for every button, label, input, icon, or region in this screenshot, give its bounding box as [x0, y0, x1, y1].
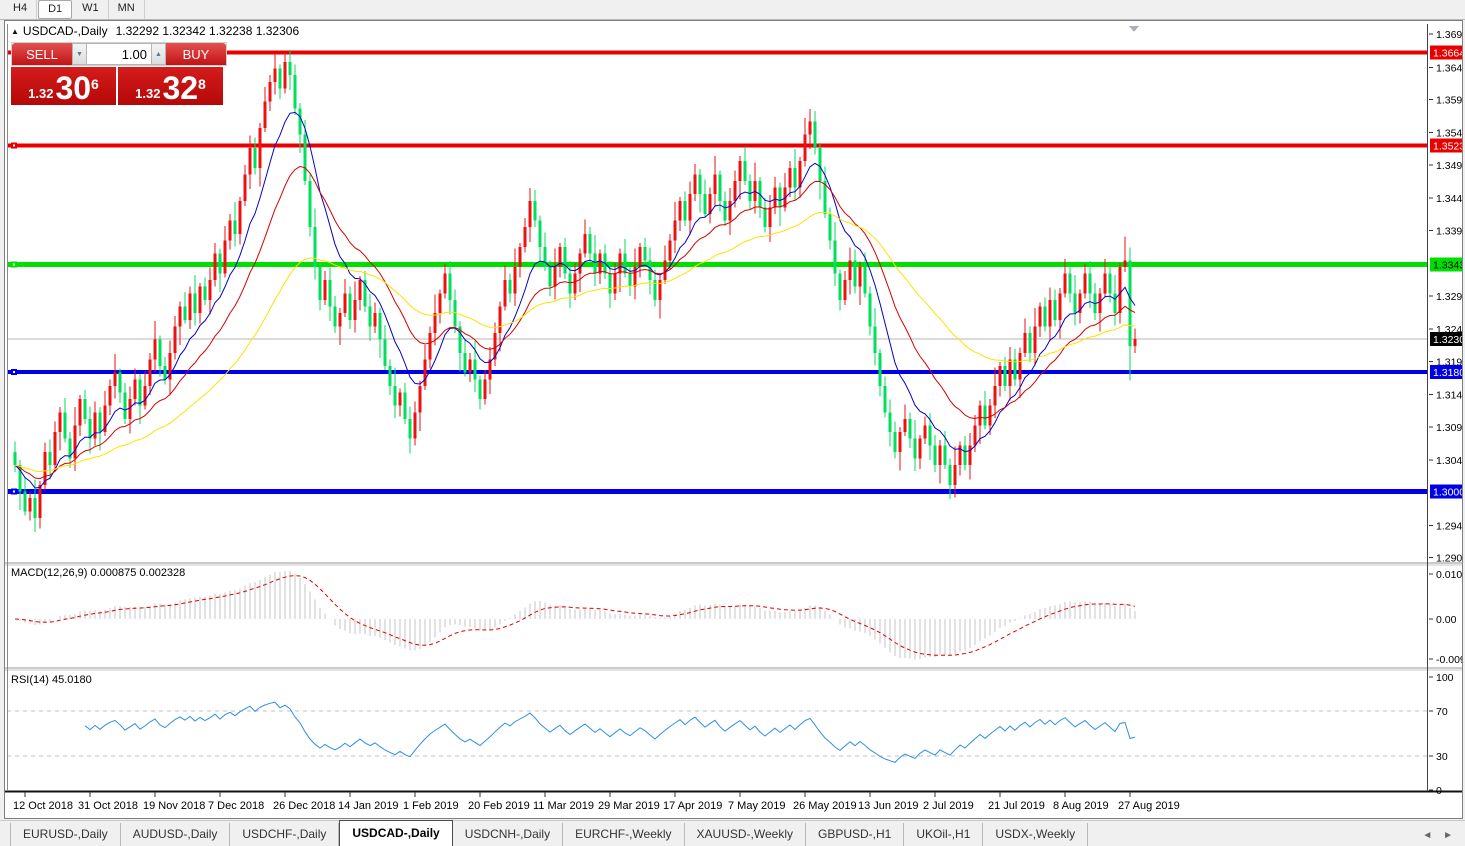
chart-symbol-period: USDCAD-,Daily — [22, 24, 108, 38]
buy-price-prefix: 1.32 — [135, 86, 161, 101]
pane-dividers — [5, 24, 1462, 793]
buy-price-pip: 8 — [198, 76, 206, 92]
timeframe-toolbar: H4 D1 W1 MN — [0, 0, 1465, 20]
tab-eurusd-daily[interactable]: EURUSD-,Daily — [10, 823, 121, 846]
volume-decrease-button[interactable]: ▼ — [72, 43, 87, 65]
one-click-trading-panel: SELL ▼ ▲ BUY 1.32 30 6 1.32 32 8 — [11, 42, 227, 105]
chart-window: 1.36920 1.36420 1.35930 1.35430 1.34940 1.344… — [4, 20, 1463, 819]
svg-text:0.00: 0.00 — [1436, 614, 1457, 626]
svg-text:11 Mar 2019: 11 Mar 2019 — [533, 800, 594, 812]
svg-text:27 Aug 2019: 27 Aug 2019 — [1118, 800, 1180, 812]
svg-text:0: 0 — [1436, 785, 1442, 797]
chart-ohlc-values: 1.32292 1.32342 1.32238 1.32306 — [115, 24, 300, 38]
svg-text:30: 30 — [1436, 751, 1448, 763]
svg-text:26 Dec 2018: 26 Dec 2018 — [273, 800, 335, 812]
svg-text:1.29000: 1.29000 — [1436, 553, 1462, 565]
tab-ukoil-h1[interactable]: UKOil-,H1 — [904, 823, 984, 846]
svg-text:1.33439: 1.33439 — [1433, 259, 1462, 271]
tab-scroll-left-icon[interactable]: ◄ — [1422, 830, 1437, 841]
svg-text:1 Feb 2019: 1 Feb 2019 — [403, 800, 459, 812]
timeframe-button-d1[interactable]: D1 — [38, 0, 73, 19]
svg-text:17 Apr 2019: 17 Apr 2019 — [663, 800, 722, 812]
rsi-level-lines — [7, 710, 1427, 757]
svg-text:-0.009203: -0.009203 — [1436, 654, 1462, 666]
svg-text:20 Feb 2019: 20 Feb 2019 — [468, 800, 530, 812]
tab-usdchf-daily[interactable]: USDCHF-,Daily — [230, 823, 340, 846]
svg-text:1.34440: 1.34440 — [1436, 193, 1462, 205]
macd-signal-line — [14, 575, 1136, 656]
rsi-label: RSI(14) 45.0180 — [11, 674, 92, 686]
tab-scroll-right-icon[interactable]: ► — [1443, 830, 1457, 841]
svg-text:1.30480: 1.30480 — [1436, 455, 1462, 467]
buy-price-big: 32 — [162, 70, 199, 106]
svg-text:0.010311: 0.010311 — [1436, 569, 1462, 581]
svg-text:1.35430: 1.35430 — [1436, 128, 1462, 140]
timeframe-button-h4[interactable]: H4 — [4, 0, 38, 19]
tab-gbpusd-h1[interactable]: GBPUSD-,H1 — [806, 823, 905, 846]
svg-text:1.31470: 1.31470 — [1436, 389, 1462, 401]
svg-text:70: 70 — [1436, 706, 1448, 718]
chart-shift-marker-icon — [1129, 26, 1139, 32]
buy-button[interactable]: BUY — [166, 43, 226, 65]
macd-histogram — [19, 570, 1136, 660]
tab-usdcad-daily[interactable]: USDCAD-,Daily — [339, 820, 453, 846]
candles — [13, 49, 1137, 532]
volume-increase-button[interactable]: ▲ — [151, 43, 166, 65]
chart-tab-bar: EURUSD-,Daily AUDUSD-,Daily USDCHF-,Daily U… — [0, 820, 1465, 846]
svg-text:1.32306: 1.32306 — [1433, 334, 1462, 346]
svg-text:7 Dec 2018: 7 Dec 2018 — [208, 800, 264, 812]
indicator-axes: 0.010311 0.00 -0.009203 100 70 30 0 — [1429, 569, 1462, 797]
horizontal-level-lines — [7, 49, 1427, 495]
tab-usdx-weekly[interactable]: USDX-,Weekly — [983, 823, 1089, 846]
chart-title: ▲ USDCAD-,Daily 1.32292 1.32342 1.32238 1.… — [11, 24, 299, 38]
svg-text:1.35237: 1.35237 — [1433, 140, 1462, 152]
svg-text:26 May 2019: 26 May 2019 — [793, 800, 857, 812]
svg-text:100: 100 — [1436, 672, 1454, 684]
svg-text:7 May 2019: 7 May 2019 — [728, 800, 785, 812]
svg-text:29 Mar 2019: 29 Mar 2019 — [598, 800, 660, 812]
sell-button[interactable]: SELL — [12, 43, 72, 65]
svg-text:13 Jun 2019: 13 Jun 2019 — [858, 800, 919, 812]
svg-text:2 Jul 2019: 2 Jul 2019 — [923, 800, 974, 812]
date-axis: 12 Oct 2018 31 Oct 2018 19 Nov 2018 7 Dec 2… — [13, 792, 1180, 812]
collapse-icon[interactable]: ▲ — [11, 27, 19, 36]
sell-price-big: 30 — [55, 70, 92, 106]
timeframe-button-w1[interactable]: W1 — [73, 0, 109, 19]
svg-text:1.31806: 1.31806 — [1433, 367, 1462, 379]
svg-text:1.36420: 1.36420 — [1436, 62, 1462, 74]
timeframe-button-mn[interactable]: MN — [109, 0, 145, 19]
svg-text:1.36645: 1.36645 — [1433, 47, 1462, 59]
chart-canvas[interactable]: 1.36920 1.36420 1.35930 1.35430 1.34940 1.344… — [5, 21, 1462, 818]
ma-lines — [14, 111, 1136, 489]
sell-price-prefix: 1.32 — [28, 86, 54, 101]
sell-price-box[interactable]: 1.32 30 6 — [11, 67, 116, 105]
svg-text:1.30980: 1.30980 — [1436, 422, 1462, 434]
tab-xauusd-weekly[interactable]: XAUUSD-,Weekly — [685, 823, 806, 846]
svg-text:1.33950: 1.33950 — [1436, 226, 1462, 238]
price-axis: 1.36920 1.36420 1.35930 1.35430 1.34940 1.344… — [1429, 29, 1462, 565]
svg-text:8 Aug 2019: 8 Aug 2019 — [1053, 800, 1109, 812]
svg-text:1.36920: 1.36920 — [1436, 29, 1462, 41]
rsi-line — [84, 701, 1136, 763]
svg-text:1.35930: 1.35930 — [1436, 95, 1462, 107]
tab-usdcnh-daily[interactable]: USDCNH-,Daily — [453, 823, 564, 846]
volume-input[interactable] — [87, 43, 151, 65]
svg-text:1.34940: 1.34940 — [1436, 160, 1462, 172]
svg-text:1.29490: 1.29490 — [1436, 520, 1462, 532]
tab-eurchf-weekly[interactable]: EURCHF-,Weekly — [563, 823, 685, 846]
svg-text:21 Jul 2019: 21 Jul 2019 — [988, 800, 1045, 812]
macd-label: MACD(12,26,9) 0.000875 0.002328 — [11, 567, 186, 579]
svg-text:1.30004: 1.30004 — [1433, 486, 1462, 498]
svg-text:14 Jan 2019: 14 Jan 2019 — [338, 800, 399, 812]
buy-price-box[interactable]: 1.32 32 8 — [118, 67, 223, 105]
sell-price-pip: 6 — [91, 76, 99, 92]
tab-audusd-daily[interactable]: AUDUSD-,Daily — [121, 823, 231, 846]
svg-text:31 Oct 2018: 31 Oct 2018 — [78, 800, 138, 812]
svg-text:19 Nov 2018: 19 Nov 2018 — [143, 800, 205, 812]
svg-text:12 Oct 2018: 12 Oct 2018 — [13, 800, 73, 812]
svg-text:1.32960: 1.32960 — [1436, 291, 1462, 303]
